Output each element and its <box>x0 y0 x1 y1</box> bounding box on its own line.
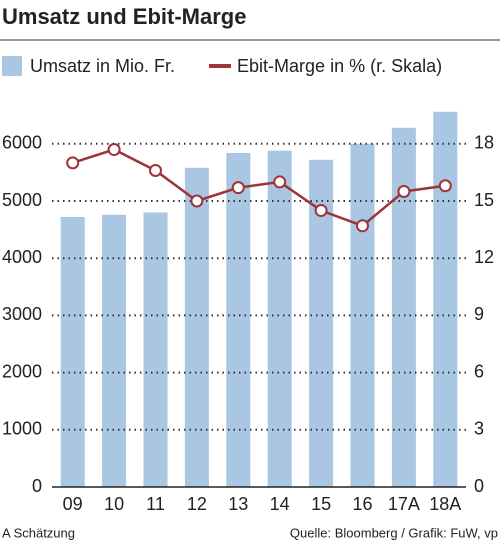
point <box>273 175 287 189</box>
x-tick-label: 15 <box>311 494 331 514</box>
y-tick-label: 3000 <box>2 304 42 324</box>
point <box>231 181 245 195</box>
point <box>107 143 121 157</box>
bar <box>226 152 251 487</box>
chart-title: Umsatz und Ebit-Marge <box>2 4 246 29</box>
bar <box>102 214 127 487</box>
x-tick-label: 13 <box>228 494 248 514</box>
y2-tick-label: 12 <box>474 247 494 267</box>
y-tick-label: 1000 <box>2 419 42 439</box>
x-tick-label: 12 <box>187 494 207 514</box>
x-tick-label: 16 <box>352 494 372 514</box>
point <box>149 163 162 177</box>
source: Quelle: Bloomberg / Grafik: FuW, vp <box>290 525 498 540</box>
y-tick-label: 5000 <box>2 190 42 210</box>
bar <box>433 111 458 487</box>
bar <box>267 150 292 487</box>
point <box>66 156 80 170</box>
bar <box>350 143 375 488</box>
y-tick-label: 6000 <box>2 133 42 153</box>
y-tick-label: 4000 <box>2 247 42 267</box>
bar <box>184 167 209 487</box>
y2-tick-label: 3 <box>474 419 484 439</box>
point <box>438 179 452 193</box>
point <box>356 219 369 233</box>
y2-tick-label: 15 <box>474 190 494 210</box>
x-tick-label: 10 <box>104 494 124 514</box>
x-tick-label: 11 <box>146 494 165 514</box>
bar <box>60 217 85 488</box>
bar <box>391 127 416 487</box>
footnote: A Schätzung <box>2 525 75 540</box>
x-tick-label: 09 <box>63 494 83 514</box>
legend-label: Ebit-Marge in % (r. Skala) <box>237 56 442 76</box>
legend-swatch <box>2 56 22 76</box>
line <box>72 148 446 228</box>
point <box>397 184 411 198</box>
y2-tick-label: 18 <box>474 133 494 153</box>
x-tick-label: 17A <box>388 494 420 514</box>
bar <box>143 212 168 487</box>
y2-tick-label: 0 <box>474 476 484 496</box>
y-tick-label: 2000 <box>2 361 42 381</box>
legend-label: Umsatz in Mio. Fr. <box>30 56 175 76</box>
y-tick-label: 0 <box>32 476 42 496</box>
x-tick-label: 14 <box>270 494 290 514</box>
y2-tick-label: 9 <box>474 304 484 324</box>
x-tick-label: 18A <box>429 494 461 514</box>
point <box>314 204 328 218</box>
y2-tick-label: 6 <box>474 361 484 381</box>
point <box>190 194 204 208</box>
